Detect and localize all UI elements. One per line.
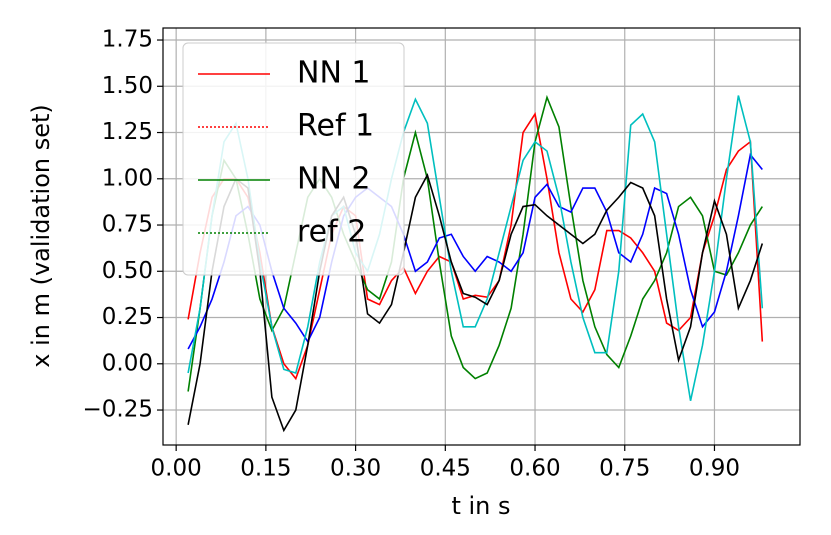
legend-label: NN 2 — [297, 162, 371, 197]
y-axis-label: x in m (validation set) — [27, 104, 55, 368]
y-tick-label: 0.75 — [102, 212, 153, 238]
y-tick-label: −0.25 — [83, 397, 153, 423]
series-line — [187, 152, 763, 350]
legend-label: NN 1 — [297, 56, 371, 91]
y-tick-label: 0.50 — [102, 258, 153, 284]
plot-frame — [162, 27, 801, 446]
x-tick-label: 0.75 — [599, 456, 650, 482]
series-line — [187, 95, 764, 401]
legend-label: ref 2 — [297, 215, 366, 250]
series-line — [187, 111, 764, 381]
x-tick-label: 0.45 — [420, 456, 471, 482]
y-tick-label: 1.00 — [102, 165, 153, 191]
y-tick-label: 1.50 — [102, 73, 153, 99]
x-tick-label: 0.15 — [240, 456, 291, 482]
series-line — [187, 172, 764, 433]
y-tick-label: 0.00 — [102, 350, 153, 376]
x-axis-label: t in s — [451, 492, 510, 520]
y-tick-label: 1.25 — [102, 119, 153, 145]
legend-label: Ref 1 — [297, 109, 374, 144]
y-tick-label: 0.25 — [102, 304, 153, 330]
x-tick-label: 0.00 — [151, 456, 202, 482]
x-tick-label: 0.60 — [509, 456, 560, 482]
y-tick-label: 1.75 — [102, 27, 153, 53]
legend-box — [182, 42, 405, 276]
x-tick-label: 0.30 — [330, 456, 381, 482]
x-tick-label: 0.90 — [689, 456, 740, 482]
